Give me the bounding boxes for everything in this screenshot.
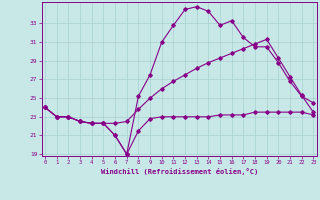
X-axis label: Windchill (Refroidissement éolien,°C): Windchill (Refroidissement éolien,°C)	[100, 168, 258, 175]
